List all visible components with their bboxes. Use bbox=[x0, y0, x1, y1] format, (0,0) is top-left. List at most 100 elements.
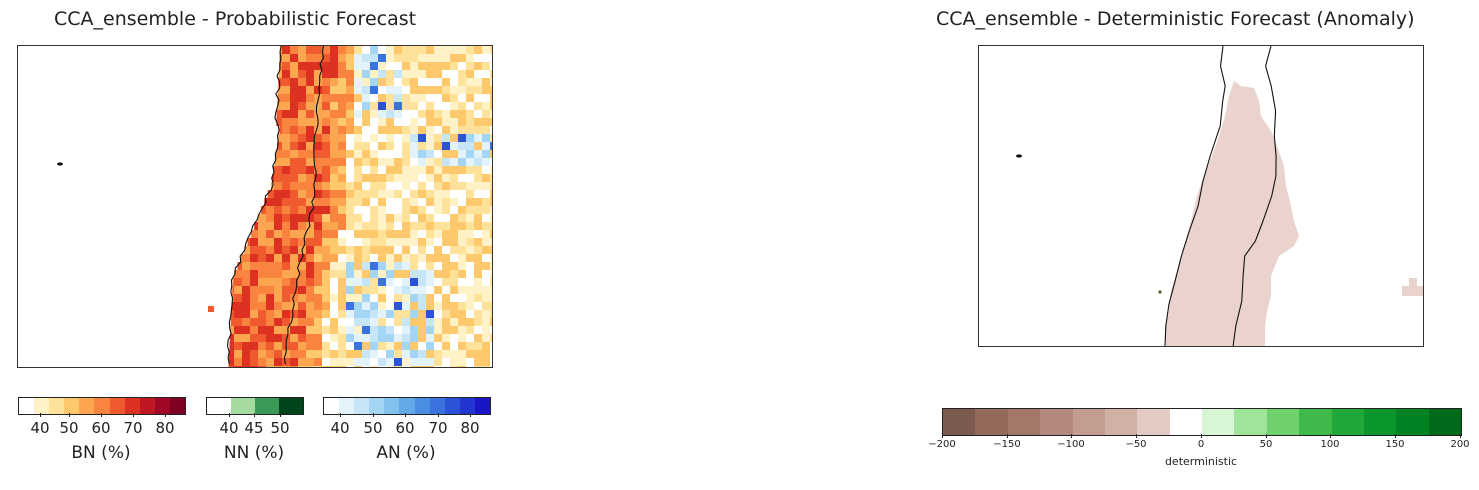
forecast-cell bbox=[282, 206, 290, 214]
forecast-cell bbox=[442, 78, 450, 86]
forecast-cell bbox=[242, 278, 250, 286]
forecast-cell bbox=[426, 158, 434, 166]
forecast-cell bbox=[242, 334, 250, 342]
forecast-cell bbox=[298, 150, 306, 158]
forecast-cell bbox=[276, 118, 282, 126]
forecast-cell bbox=[362, 158, 370, 166]
forecast-cell bbox=[237, 262, 242, 270]
forecast-cell bbox=[442, 70, 450, 78]
forecast-cell bbox=[330, 78, 338, 86]
forecast-cell bbox=[490, 110, 492, 118]
forecast-cell bbox=[370, 182, 378, 190]
forecast-cell bbox=[434, 110, 442, 118]
forecast-cell bbox=[314, 358, 322, 366]
forecast-cell bbox=[418, 142, 426, 150]
forecast-cell bbox=[242, 318, 250, 326]
forecast-cell bbox=[282, 238, 290, 246]
probabilistic-forecast-title: CCA_ensemble - Probabilistic Forecast bbox=[54, 8, 417, 30]
forecast-cell bbox=[450, 342, 458, 350]
forecast-cell bbox=[490, 230, 492, 238]
forecast-cell bbox=[338, 214, 346, 222]
forecast-cell bbox=[275, 150, 282, 158]
forecast-cell bbox=[458, 102, 466, 110]
forecast-cell bbox=[298, 310, 306, 318]
forecast-cell bbox=[458, 366, 466, 367]
forecast-cell bbox=[394, 166, 402, 174]
island bbox=[208, 306, 214, 312]
forecast-cell bbox=[330, 110, 338, 118]
forecast-cell bbox=[402, 326, 410, 334]
forecast-cell bbox=[442, 198, 450, 206]
forecast-cell bbox=[450, 134, 458, 142]
forecast-cell bbox=[426, 150, 434, 158]
forecast-cell bbox=[450, 350, 458, 358]
forecast-cell bbox=[338, 342, 346, 350]
forecast-cell bbox=[370, 254, 378, 262]
forecast-cell bbox=[466, 190, 474, 198]
forecast-cell bbox=[490, 158, 492, 166]
forecast-cell bbox=[290, 110, 298, 118]
forecast-cell bbox=[410, 166, 418, 174]
forecast-cell bbox=[394, 70, 402, 78]
forecast-cell bbox=[482, 166, 490, 174]
forecast-cell bbox=[354, 318, 362, 326]
forecast-cell bbox=[242, 286, 250, 294]
forecast-cell bbox=[490, 166, 492, 174]
forecast-cell bbox=[434, 134, 442, 142]
forecast-cell bbox=[442, 310, 450, 318]
forecast-cell bbox=[330, 286, 338, 294]
forecast-cell bbox=[234, 358, 242, 366]
forecast-cell bbox=[338, 262, 346, 270]
forecast-cell bbox=[466, 350, 474, 358]
colorbar-tick-label: 60 bbox=[395, 419, 415, 437]
forecast-cell bbox=[228, 366, 234, 367]
forecast-cell bbox=[386, 214, 394, 222]
forecast-cell bbox=[244, 246, 250, 254]
forecast-cell bbox=[426, 182, 434, 190]
forecast-cell bbox=[274, 158, 282, 166]
forecast-cell bbox=[306, 334, 314, 342]
forecast-cell bbox=[434, 286, 442, 294]
forecast-cell bbox=[370, 366, 378, 367]
forecast-cell bbox=[458, 230, 466, 238]
forecast-cell bbox=[370, 126, 378, 134]
forecast-cell bbox=[490, 310, 492, 318]
forecast-cell bbox=[290, 286, 298, 294]
forecast-cell bbox=[386, 198, 394, 206]
forecast-cell bbox=[458, 54, 466, 62]
forecast-cell bbox=[290, 62, 298, 70]
forecast-cell bbox=[426, 94, 434, 102]
colorbar-tick-mark bbox=[1330, 434, 1331, 438]
forecast-cell bbox=[418, 286, 426, 294]
forecast-cell bbox=[458, 46, 466, 54]
forecast-cell bbox=[242, 358, 250, 366]
forecast-cell bbox=[386, 182, 394, 190]
forecast-cell bbox=[458, 214, 466, 222]
forecast-cell bbox=[330, 230, 338, 238]
forecast-cell bbox=[434, 190, 442, 198]
colorbar-tick-label: 45 bbox=[244, 419, 264, 437]
forecast-cell bbox=[378, 102, 386, 110]
forecast-cell bbox=[370, 246, 378, 254]
forecast-cell bbox=[258, 302, 266, 310]
forecast-cell bbox=[330, 270, 338, 278]
forecast-cell bbox=[474, 238, 482, 246]
island bbox=[1158, 290, 1162, 294]
forecast-cell bbox=[362, 270, 370, 278]
forecast-cell bbox=[378, 54, 386, 62]
forecast-cell bbox=[234, 278, 242, 286]
forecast-cell bbox=[402, 182, 410, 190]
forecast-cell bbox=[232, 286, 234, 294]
forecast-cell bbox=[338, 134, 346, 142]
forecast-cell bbox=[290, 86, 298, 94]
forecast-cell bbox=[370, 262, 378, 270]
forecast-cell bbox=[474, 158, 482, 166]
forecast-cell bbox=[258, 342, 266, 350]
forecast-cell bbox=[458, 110, 466, 118]
forecast-cell bbox=[290, 134, 298, 142]
forecast-cell bbox=[482, 102, 490, 110]
forecast-cell bbox=[378, 366, 386, 367]
forecast-cell bbox=[322, 94, 330, 102]
forecast-cell bbox=[370, 334, 378, 342]
forecast-cell bbox=[370, 86, 378, 94]
